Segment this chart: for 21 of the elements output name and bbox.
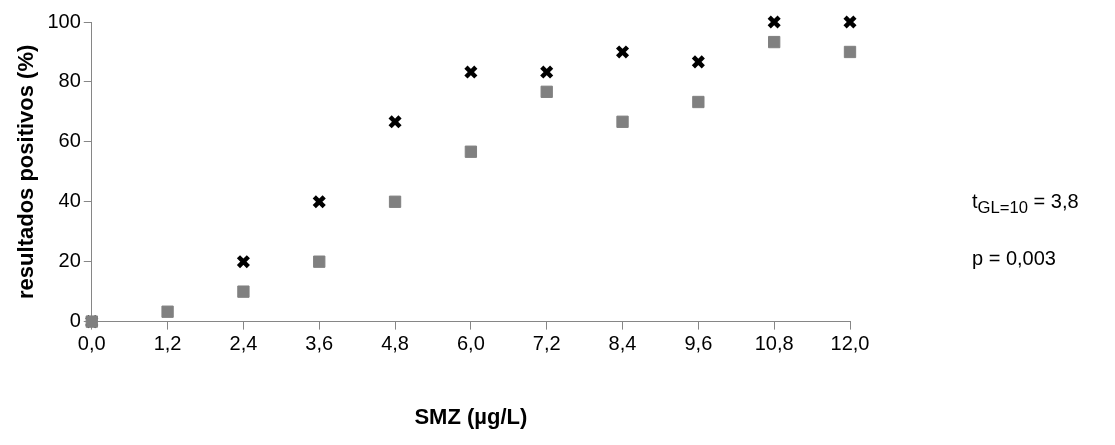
y-tick-label: 40 [58,189,81,212]
y-tick-label: 100 [47,9,81,32]
y-axis-title: resultados positivos (%) [13,44,39,299]
x-tick-label: 6,0 [456,332,485,355]
x-tick-label: 12,0 [830,332,870,355]
x-tick-label: 4,8 [381,332,409,355]
text: t$_{GL=10}$ = 3,8 [972,190,1079,218]
x-tick-label: 2,4 [229,332,258,355]
x-tick-label: 3,6 [305,332,334,355]
text: p = 0,003 [972,247,1056,270]
y-tick-label: 60 [58,129,81,152]
x-tick-label: 7,2 [532,332,561,355]
x-tick-label: 0,0 [77,332,106,355]
y-tick-label: 80 [58,69,81,92]
y-tick-label: 0 [69,309,81,332]
x-tick-label: 10,8 [754,332,794,355]
y-tick-label: 20 [58,249,81,272]
x-axis-title: SMZ (µg/L) [414,403,528,429]
x-tick-label: 9,6 [684,332,713,355]
x-tick-label: 8,4 [608,332,637,355]
x-tick-label: 1,2 [153,332,182,355]
